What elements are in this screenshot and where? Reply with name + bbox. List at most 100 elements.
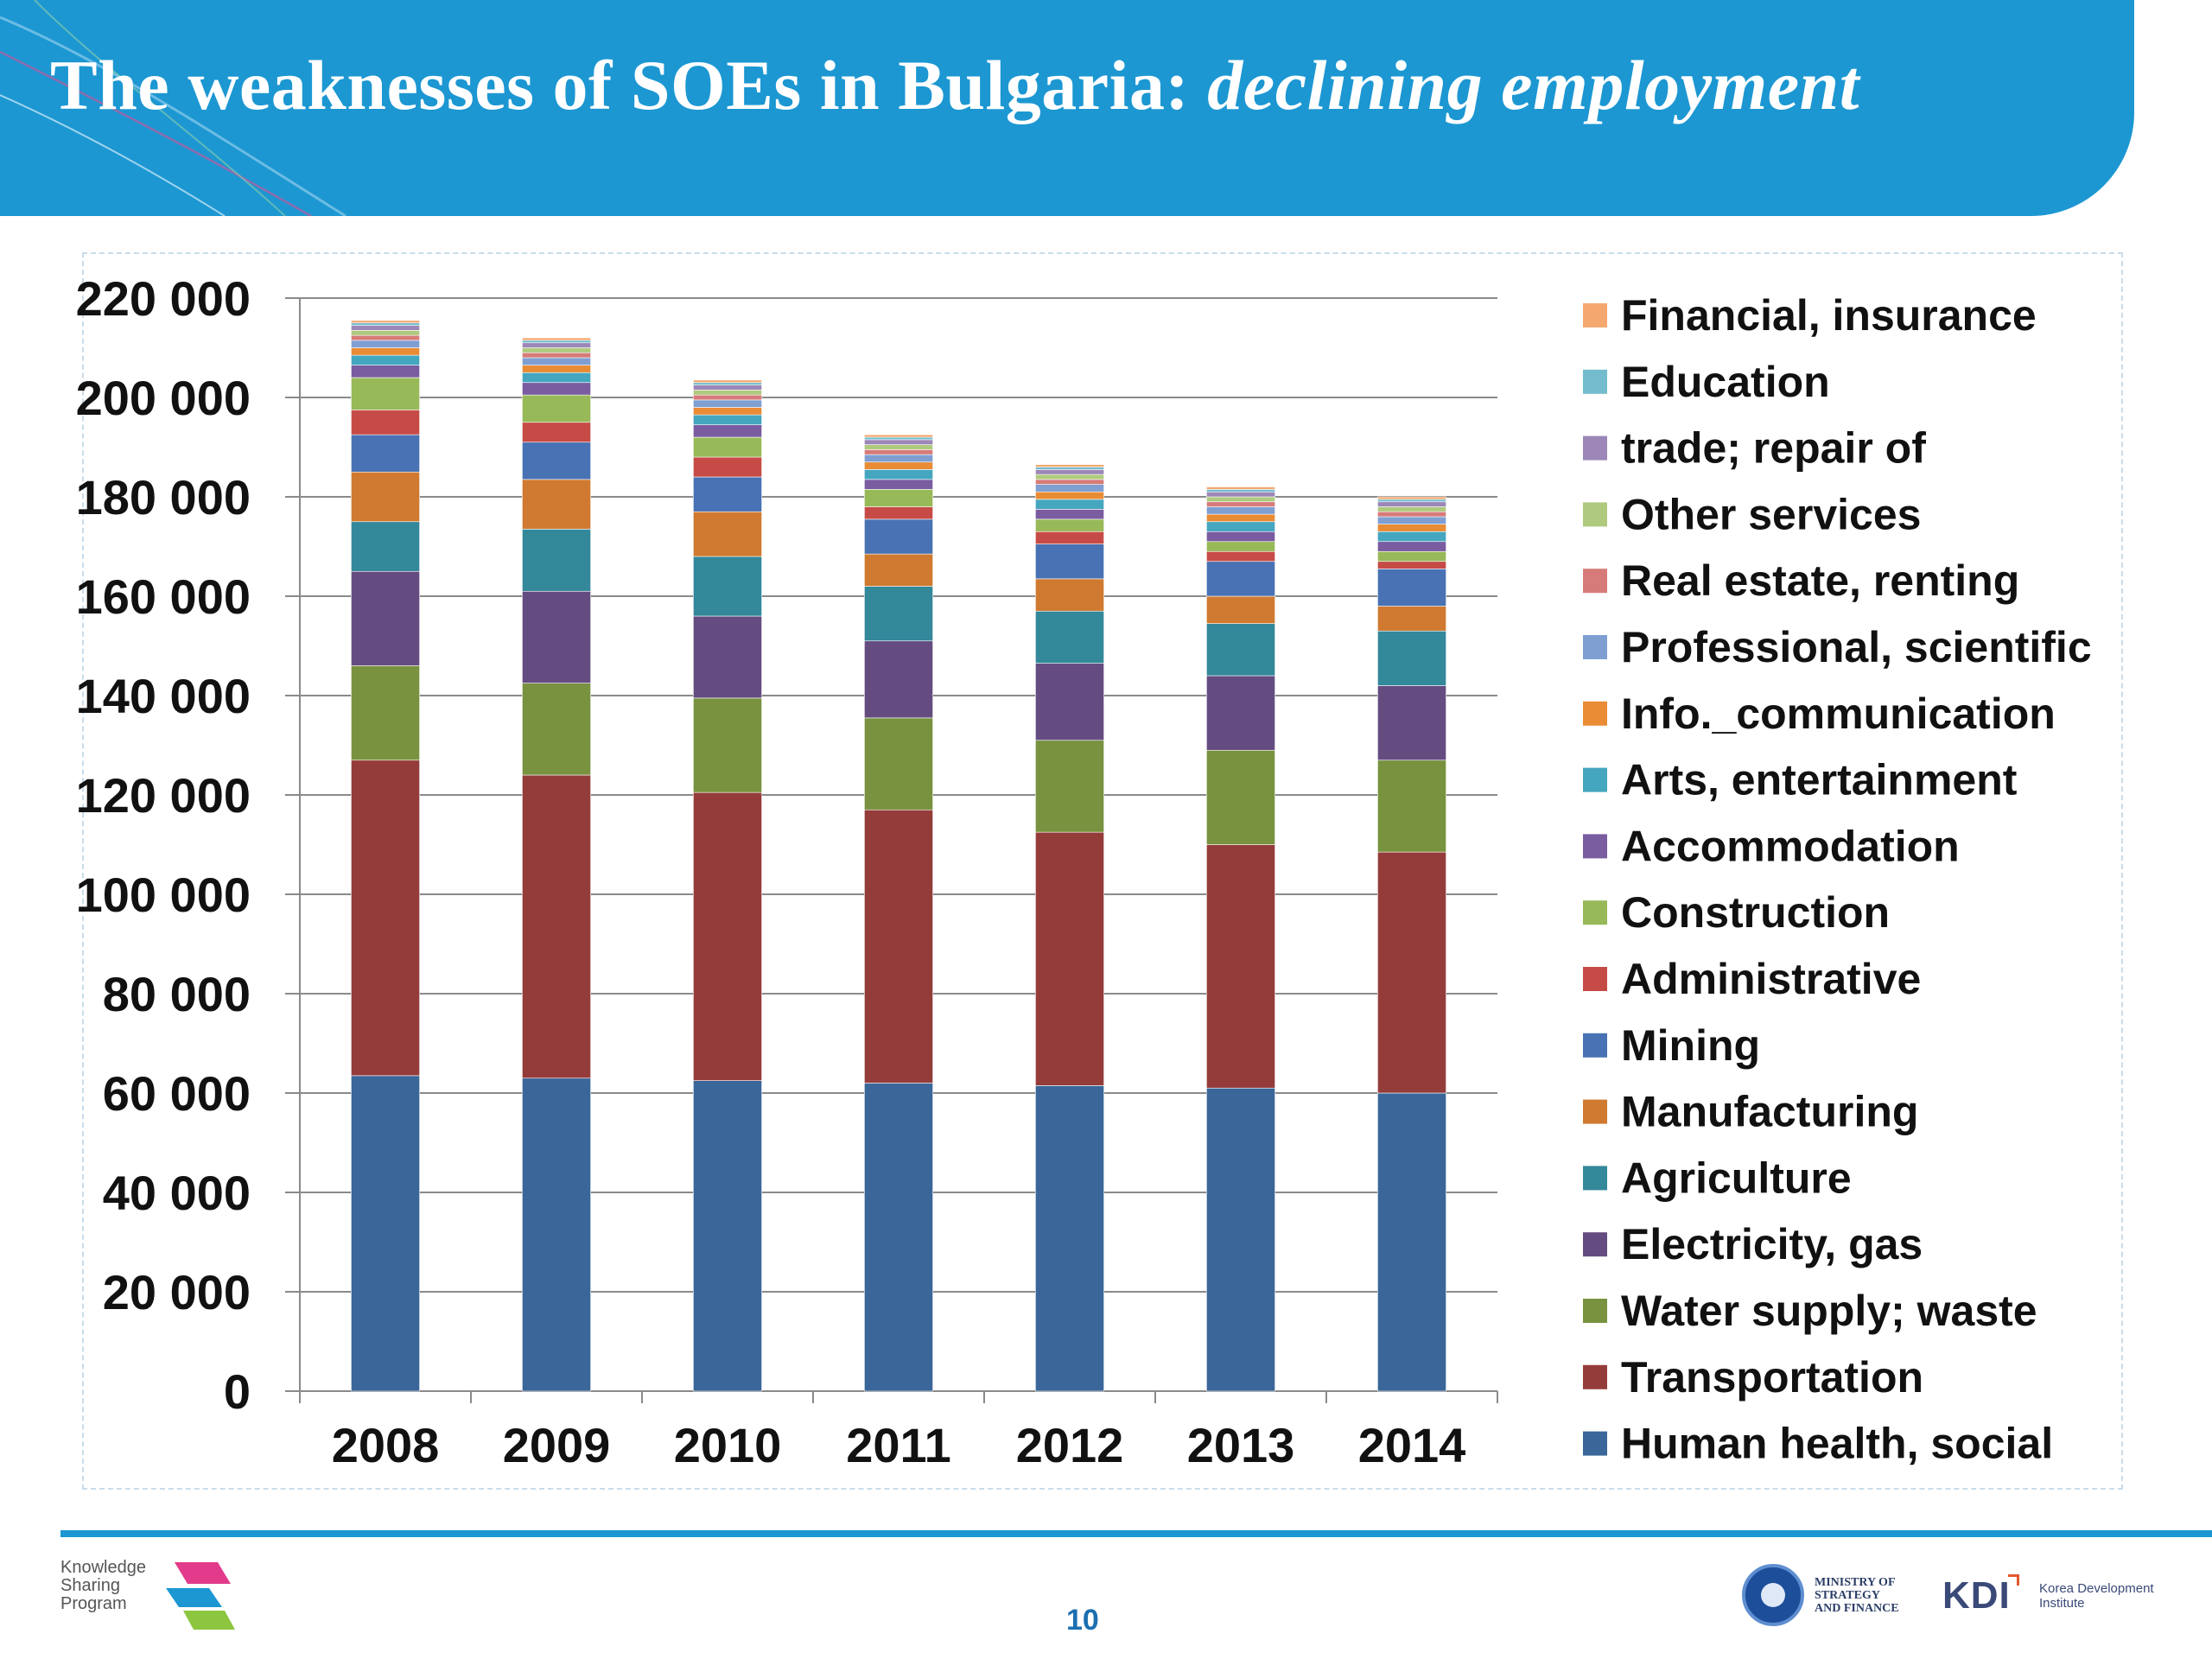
bar-segment	[864, 454, 933, 463]
y-tick-label: 220 000	[76, 271, 251, 326]
bar-segment	[1206, 491, 1275, 498]
bar-segment	[351, 320, 420, 324]
bar-segment	[864, 518, 933, 555]
y-tick-label: 20 000	[103, 1265, 251, 1319]
bar-segment	[522, 683, 591, 776]
bar-segment	[864, 479, 933, 490]
bar-segment	[351, 570, 420, 666]
legend-label: Accommodation	[1621, 822, 1960, 870]
bar-segment	[1206, 541, 1275, 552]
bar-segment	[522, 442, 591, 480]
bar-segment	[522, 1077, 591, 1392]
bar-segment	[1035, 740, 1104, 833]
bar-segment	[351, 760, 420, 1077]
bar-segment	[1206, 561, 1275, 597]
legend-swatch	[1583, 1033, 1607, 1058]
bar-segment	[864, 506, 933, 520]
bar-segment	[522, 422, 591, 443]
bar-segment	[693, 414, 762, 425]
header-swoosh-decoration	[0, 0, 346, 216]
bar-segment	[522, 529, 591, 592]
bar-segment	[351, 365, 420, 378]
bar-segment	[1035, 474, 1104, 480]
bar-segment	[1206, 550, 1275, 563]
bar-segment	[1035, 484, 1104, 493]
legend-label: Other services	[1621, 490, 1921, 538]
bar-segment	[1206, 623, 1275, 677]
legend-label: trade; repair of	[1621, 424, 1926, 473]
legend-label: Transportation	[1621, 1353, 1923, 1402]
bar-segment	[351, 410, 420, 435]
bar-segment	[1377, 630, 1446, 686]
legend-swatch	[1583, 1431, 1607, 1456]
y-tick-label: 180 000	[76, 470, 251, 524]
bar-segment	[1035, 1085, 1104, 1392]
bar-segment	[864, 553, 933, 587]
bar-segment	[351, 334, 420, 341]
bar-segment	[864, 1083, 933, 1392]
y-tick-label: 160 000	[76, 569, 251, 624]
legend-label: Manufacturing	[1621, 1088, 1918, 1136]
bar-segment	[1206, 496, 1275, 503]
legend-label: Education	[1621, 358, 1830, 406]
bar-segment	[1206, 489, 1275, 493]
bar-segment	[1206, 521, 1275, 532]
legend-swatch	[1583, 1166, 1607, 1191]
bar-segment	[522, 590, 591, 683]
bar-segment	[1206, 506, 1275, 515]
bar-segment	[1035, 469, 1104, 475]
legend-label: Human health, social	[1621, 1420, 2053, 1468]
legend-label: Administrative	[1621, 955, 1921, 1003]
legend-swatch	[1583, 1299, 1607, 1323]
bar-segment	[351, 354, 420, 365]
bar-segment	[693, 556, 762, 617]
bar-segment	[693, 399, 762, 408]
ministry-line-3: AND FINANCE	[1815, 1602, 1899, 1615]
header-band: The weaknesses of SOEs in Bulgaria: decl…	[0, 0, 2134, 216]
bar-segment	[1035, 518, 1104, 532]
bar-segment	[1377, 606, 1446, 632]
bar-segment	[522, 479, 591, 530]
bar-segment	[1377, 561, 1446, 569]
bar-segment	[1377, 516, 1446, 524]
legend-swatch	[1583, 967, 1607, 991]
bar-segment	[351, 340, 420, 348]
legend-label: Financial, insurance	[1621, 291, 2037, 340]
ministry-line-2: STRATEGY	[1815, 1589, 1880, 1602]
bar-segment	[693, 436, 762, 458]
bar-segment	[351, 471, 420, 523]
bar-segment	[1377, 851, 1446, 1094]
bar-segment	[693, 385, 762, 391]
bar-segment	[1035, 578, 1104, 612]
bar-segment	[1035, 543, 1104, 580]
bar-segment	[1206, 501, 1275, 507]
bar-segment	[1377, 569, 1446, 607]
ksp-logo-line-2: Sharing	[60, 1576, 120, 1595]
bar-segment	[1035, 831, 1104, 1086]
bar-segment	[351, 325, 420, 331]
bar-segment	[1035, 531, 1104, 544]
bar-segment	[693, 697, 762, 793]
bar-segment	[1206, 595, 1275, 624]
legend-swatch	[1583, 767, 1607, 792]
bar-segment	[351, 322, 420, 326]
x-tick-label: 2010	[674, 1418, 782, 1472]
bar-segment	[1206, 749, 1275, 845]
ministry-logo-text: MINISTRY OF STRATEGY AND FINANCE	[1815, 1576, 1899, 1615]
y-tick-label: 140 000	[76, 669, 251, 723]
y-tick-label: 100 000	[76, 868, 251, 922]
legend-label: Professional, scientific	[1621, 623, 2092, 671]
slide-title-regular: The weaknesses of SOEs in Bulgaria:	[50, 46, 1208, 124]
bar-segment	[1377, 541, 1446, 552]
y-tick-label: 0	[224, 1364, 251, 1419]
bar-segment	[1377, 524, 1446, 532]
bar-segment	[1035, 464, 1104, 467]
legend-label: Agriculture	[1621, 1154, 1852, 1202]
legend-label: Real estate, renting	[1621, 556, 2019, 605]
bar-segment	[1206, 675, 1275, 751]
legend-swatch	[1583, 701, 1607, 726]
bar-segment	[693, 407, 762, 416]
bar-segment	[1035, 509, 1104, 520]
y-tick-label: 80 000	[103, 967, 251, 1021]
